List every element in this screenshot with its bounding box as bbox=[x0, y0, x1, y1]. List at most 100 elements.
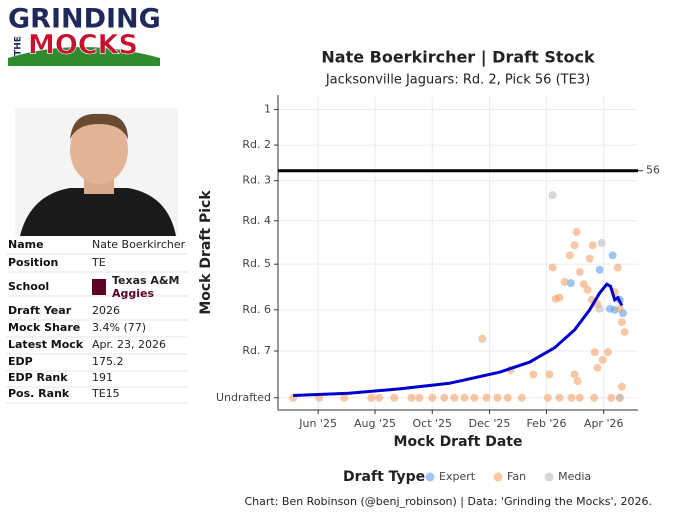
x-tick-label: Aug '25 bbox=[354, 417, 396, 430]
point bbox=[503, 393, 512, 402]
point bbox=[605, 304, 614, 313]
photo-hair bbox=[70, 113, 128, 140]
y-axis-title: Mock Draft Pick bbox=[198, 190, 214, 315]
y-tick-label: Rd. 2 bbox=[242, 138, 271, 151]
caption: Chart: Ben Robinson (@benj_robinson) | D… bbox=[244, 495, 652, 508]
point bbox=[590, 348, 599, 357]
point bbox=[543, 393, 552, 402]
point bbox=[617, 318, 626, 327]
point bbox=[572, 227, 581, 236]
point bbox=[588, 241, 597, 250]
legend-label: Media bbox=[558, 470, 591, 483]
legend-label: Expert bbox=[439, 470, 476, 483]
x-tick-label: Jun '25 bbox=[298, 417, 337, 430]
row-value: 3.4% (77) bbox=[92, 321, 146, 334]
y-tick-label: Rd. 4 bbox=[242, 214, 271, 227]
row-value: Texas A&M bbox=[112, 274, 179, 287]
row-value: Apr. 23, 2026 bbox=[92, 338, 166, 351]
point bbox=[595, 304, 604, 313]
point bbox=[590, 393, 599, 402]
point bbox=[565, 251, 574, 260]
legend-title: Draft Type bbox=[343, 469, 425, 485]
photo-head bbox=[70, 116, 128, 184]
legend-swatch bbox=[425, 472, 435, 482]
logo: GRINDING THE MOCKS bbox=[8, 4, 161, 66]
point bbox=[529, 370, 538, 379]
y-tick-label: Rd. 6 bbox=[242, 303, 271, 316]
photo-shirt bbox=[20, 188, 176, 236]
point bbox=[482, 393, 491, 402]
y-tick-label: Rd. 7 bbox=[242, 344, 271, 357]
legend-swatch bbox=[493, 472, 503, 482]
point bbox=[415, 393, 424, 402]
row-label: Pos. Rank bbox=[8, 387, 70, 400]
chart-subtitle: Jacksonville Jaguars: Rd. 2, Pick 56 (TE… bbox=[325, 73, 590, 88]
point bbox=[545, 370, 554, 379]
row-value: TE15 bbox=[91, 387, 120, 400]
point bbox=[598, 355, 607, 364]
point bbox=[575, 267, 584, 276]
point bbox=[478, 334, 487, 343]
point bbox=[367, 393, 376, 402]
x-tick-label: Feb '26 bbox=[526, 417, 566, 430]
point bbox=[567, 393, 576, 402]
point bbox=[566, 279, 575, 288]
legend-label: Fan bbox=[507, 470, 526, 483]
point bbox=[597, 239, 606, 248]
y-tick-label: 1 bbox=[264, 102, 271, 115]
point bbox=[470, 393, 479, 402]
point bbox=[570, 370, 579, 379]
y-tick-label: Undrafted bbox=[216, 391, 271, 404]
reference-label: 56 bbox=[646, 164, 660, 177]
point bbox=[407, 393, 416, 402]
point bbox=[390, 393, 399, 402]
chart: Nate Boerkircher | Draft Stock Jacksonvil… bbox=[198, 48, 660, 509]
logo-line2: THE bbox=[14, 36, 24, 56]
legend-swatch bbox=[544, 472, 554, 482]
point bbox=[575, 393, 584, 402]
x-axis-title: Mock Draft Date bbox=[394, 434, 523, 450]
point bbox=[570, 241, 579, 250]
point bbox=[555, 393, 564, 402]
row-label: Mock Share bbox=[8, 321, 80, 334]
school-logo bbox=[92, 279, 106, 295]
point bbox=[595, 265, 604, 274]
player-photo bbox=[15, 108, 178, 236]
row-label: Position bbox=[8, 256, 58, 269]
point bbox=[340, 393, 349, 402]
row-label: Draft Year bbox=[8, 304, 72, 317]
x-tick-label: Apr '26 bbox=[584, 417, 624, 430]
point bbox=[583, 285, 592, 294]
row-label: Latest Mock bbox=[8, 338, 84, 351]
point bbox=[617, 382, 626, 391]
point bbox=[551, 294, 560, 303]
row-value: 175.2 bbox=[92, 355, 124, 368]
point bbox=[375, 393, 384, 402]
x-tick-label: Oct '25 bbox=[413, 417, 453, 430]
point bbox=[593, 363, 602, 372]
point bbox=[517, 393, 526, 402]
point bbox=[428, 393, 437, 402]
point bbox=[608, 251, 617, 260]
point bbox=[450, 393, 459, 402]
point bbox=[440, 393, 449, 402]
point bbox=[615, 304, 624, 313]
point bbox=[607, 393, 616, 402]
row-value-sub: Aggies bbox=[112, 287, 154, 300]
row-value: Nate Boerkircher bbox=[92, 238, 186, 251]
row-label: EDP Rank bbox=[8, 371, 68, 384]
profile-table: Name Nate Boerkircher Position TE School Texa… bbox=[6, 238, 188, 404]
x-tick-label: Dec '25 bbox=[469, 417, 511, 430]
row-value: TE bbox=[91, 256, 106, 269]
logo-line3: MOCKS bbox=[28, 30, 138, 61]
row-label: School bbox=[8, 280, 49, 293]
y-tick-label: Rd. 5 bbox=[242, 257, 271, 270]
y-tick-label: Rd. 3 bbox=[242, 174, 271, 187]
row-value: 2026 bbox=[92, 304, 120, 317]
point bbox=[615, 393, 624, 402]
logo-field bbox=[8, 47, 160, 66]
point bbox=[613, 263, 622, 272]
chart-title: Nate Boerkircher | Draft Stock bbox=[321, 48, 595, 68]
trend-line bbox=[293, 282, 624, 397]
